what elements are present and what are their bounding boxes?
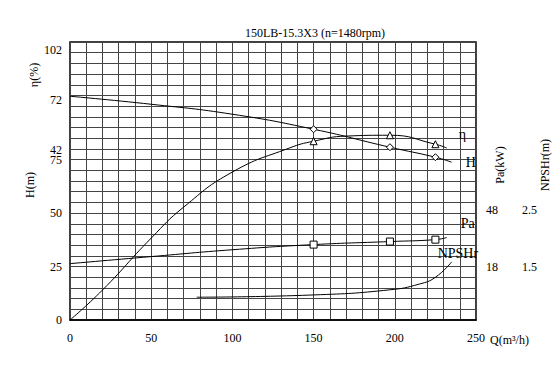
- svg-text:75: 75: [50, 152, 62, 167]
- svg-text:H(m): H(m): [23, 172, 37, 198]
- svg-text:150: 150: [305, 331, 323, 345]
- svg-text:72: 72: [50, 93, 62, 107]
- svg-text:Pa(kW): Pa(kW): [493, 146, 507, 183]
- svg-text:NPSHr(m): NPSHr(m): [538, 139, 552, 191]
- svg-text:η(%): η(%): [27, 63, 41, 87]
- svg-text:0: 0: [56, 313, 62, 327]
- svg-text:25: 25: [50, 260, 62, 274]
- svg-text:102: 102: [44, 43, 62, 57]
- svg-text:150LB-15.3X3 (n=1480rpm): 150LB-15.3X3 (n=1480rpm): [245, 26, 385, 40]
- svg-text:0: 0: [67, 331, 73, 345]
- svg-text:48: 48: [486, 203, 498, 217]
- svg-text:Q(m³/h): Q(m³/h): [490, 333, 529, 347]
- svg-text:100: 100: [223, 331, 241, 345]
- svg-text:NPSHr: NPSHr: [438, 246, 479, 261]
- svg-text:1.5: 1.5: [522, 260, 537, 274]
- svg-text:50: 50: [50, 206, 62, 220]
- svg-text:2.5: 2.5: [522, 203, 537, 217]
- svg-text:H: H: [466, 155, 476, 170]
- svg-text:18: 18: [486, 260, 498, 274]
- svg-text:250: 250: [467, 331, 485, 345]
- svg-text:η: η: [459, 127, 466, 142]
- svg-text:50: 50: [145, 331, 157, 345]
- svg-text:Pa: Pa: [461, 216, 476, 231]
- svg-text:200: 200: [386, 331, 404, 345]
- svg-text:42: 42: [50, 143, 62, 157]
